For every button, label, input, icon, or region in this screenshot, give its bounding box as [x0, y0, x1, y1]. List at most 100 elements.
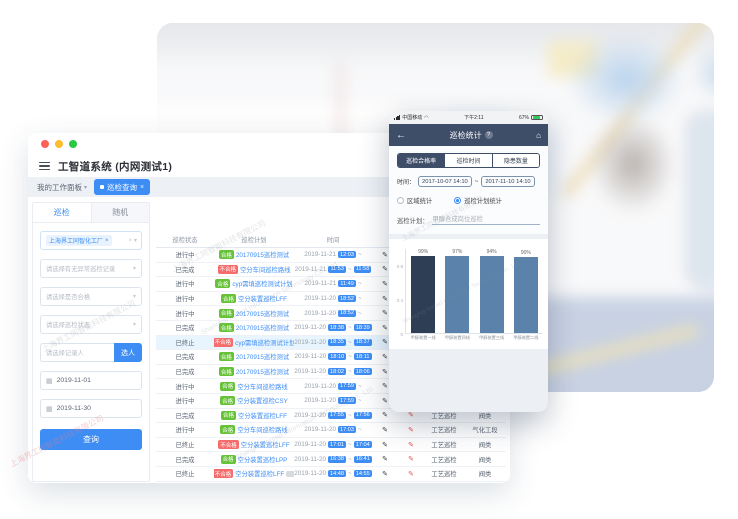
bar[interactable]	[513, 256, 538, 333]
edit-icon[interactable]: ✎	[382, 456, 388, 464]
edit-icon[interactable]: ✎	[382, 266, 388, 274]
plan-link[interactable]: 空分装置巡检LFF	[238, 296, 287, 304]
pick-person-button[interactable]: 选人	[114, 343, 142, 362]
edit-icon[interactable]: ✎	[382, 251, 388, 259]
tag-close-icon[interactable]: ×	[105, 237, 109, 244]
plan-value-input[interactable]: 甲醇合成岗位巡检	[432, 214, 540, 225]
edit-icon[interactable]: ✎	[382, 324, 388, 332]
date-from-input[interactable]: ▦ 2019-11-01	[40, 371, 142, 390]
tab-inspect-time[interactable]: 巡检时间	[444, 154, 492, 167]
edit-icon[interactable]: ✎	[382, 295, 388, 303]
help-icon[interactable]: ?	[484, 131, 493, 139]
plan-link[interactable]: cyp需填巡检测试计划	[235, 339, 294, 347]
status-time: 下午2:11	[464, 115, 484, 121]
plan-link[interactable]: 空分装置巡检LFF	[238, 412, 287, 420]
table-row[interactable]: 已终止 不合格 空分装置巡检LFF 2019-11-20 14:48 ~14:55 ✎ ✎ 工艺…	[156, 467, 506, 482]
edit-icon[interactable]: ✎	[382, 426, 388, 434]
cell-time: 2019-11-20 17:55 ~17:56	[294, 411, 372, 419]
cell-status: 进行中	[175, 383, 195, 391]
bar[interactable]	[445, 256, 470, 333]
plan-link[interactable]: 空分装置巡检LFF	[235, 471, 285, 479]
back-icon[interactable]: ←	[396, 129, 406, 141]
bar-group[interactable]: 94% 甲醇装置三线	[479, 249, 504, 340]
plan-link[interactable]: 20170915巡检测试	[235, 310, 290, 318]
status-select[interactable]: 请选择巡检状态 ▾	[40, 315, 142, 334]
plan-link[interactable]: 空分车间巡检路线	[237, 427, 288, 435]
edit-red-icon[interactable]: ✎	[408, 470, 414, 478]
company-select[interactable]: 上海界工同智化工厂 × × ▾	[40, 231, 142, 250]
sidebar-tab-random[interactable]: 随机	[90, 203, 149, 222]
plan-link[interactable]: 空分车间巡检路线	[240, 266, 291, 274]
tab-pass-rate[interactable]: 巡检合格率	[398, 154, 445, 167]
date-to-input[interactable]: ▦ 2019-11-30	[40, 399, 142, 418]
plan-link[interactable]: 20170915巡检测试	[235, 354, 290, 362]
abnormal-record-placeholder: 请选择有无异常巡检记录	[46, 266, 116, 273]
edit-icon[interactable]: ✎	[382, 441, 388, 449]
plan-link[interactable]: 20170915巡检测试	[235, 252, 290, 260]
plan-link[interactable]: 20170915巡检测试	[235, 325, 290, 333]
maximize-window-button[interactable]	[69, 140, 77, 148]
abnormal-record-select[interactable]: 请选择有无异常巡检记录 ▾	[40, 259, 142, 278]
cell-status: 已终止	[175, 339, 195, 347]
table-row[interactable]: 已完成 合格 空分装置巡检LFF 2019-11-20 17:55 ~17:56 ✎ ✎ 工艺巡…	[156, 409, 506, 424]
home-icon[interactable]: ⌂	[536, 130, 541, 140]
cell-status: 已完成	[175, 456, 195, 464]
bar[interactable]	[411, 256, 436, 333]
hamburger-menu-icon[interactable]	[39, 161, 50, 171]
company-select-icons: × ▾	[128, 237, 137, 245]
qualified-select[interactable]: 请选择是否合格 ▾	[40, 287, 142, 306]
sidebar-fields: 上海界工同智化工厂 × × ▾ 请选择有无异常巡检记录 ▾ 请选择是否合格	[33, 223, 149, 458]
edit-icon[interactable]: ✎	[382, 339, 388, 347]
edit-red-icon[interactable]: ✎	[408, 426, 414, 434]
edit-icon[interactable]: ✎	[382, 470, 388, 478]
minimize-window-button[interactable]	[55, 140, 63, 148]
plan-link[interactable]: 20170915巡检测试	[235, 369, 290, 377]
table-row[interactable]: 进行中 合格 空分车间巡检路线 2019-11-20 17:03 ~ ✎ ✎ 工艺巡检 气化工段	[156, 423, 506, 438]
tab-inspection-query[interactable]: 巡检查询 ×	[94, 179, 151, 195]
bar[interactable]	[479, 256, 504, 333]
sidebar-tab-inspection[interactable]: 巡检	[33, 203, 91, 222]
edit-red-icon[interactable]: ✎	[408, 456, 414, 464]
edit-red-icon[interactable]: ✎	[408, 441, 414, 449]
edit-icon[interactable]: ✎	[382, 280, 388, 288]
clear-icon[interactable]: ×	[128, 237, 132, 244]
table-row[interactable]: 已完成 合格 空分装置巡检LPP 2019-11-20 16:38 ~16:41 ✎ ✎ 工艺巡…	[156, 452, 506, 467]
edit-icon[interactable]: ✎	[382, 353, 388, 361]
bar-group[interactable]: 99% 甲醇装置一线	[411, 249, 436, 340]
plan-link[interactable]: 空分车间巡检路线	[237, 383, 288, 391]
search-button[interactable]: 查询	[40, 429, 142, 450]
close-window-button[interactable]	[41, 140, 49, 148]
cell-plan: 合格 20170915巡检测试	[214, 308, 294, 318]
bar-group[interactable]: 90% 甲醇装置二线	[513, 249, 538, 341]
edit-icon[interactable]: ✎	[382, 383, 388, 391]
table-row[interactable]: 已终止 不合格 空分装置巡检LFF 2019-11-20 17:01 ~17:04 ✎ ✎ 工艺…	[156, 438, 506, 453]
plan-link[interactable]: 空分装置巡检LFF	[240, 442, 290, 450]
bar-value-label: 90%	[520, 249, 531, 256]
edit-icon[interactable]: ✎	[382, 397, 388, 405]
time-to-input[interactable]: 2017-11-10 14:10	[481, 176, 535, 187]
recorder-input[interactable]: 请选择记录人	[40, 343, 114, 362]
close-icon[interactable]: ×	[140, 183, 145, 191]
edit-red-icon[interactable]: ✎	[408, 412, 414, 420]
edit-icon[interactable]: ✎	[382, 310, 388, 318]
edit-icon[interactable]: ✎	[382, 368, 388, 376]
plan-link[interactable]: cyp需填巡检测试计划	[232, 281, 293, 289]
bar-group[interactable]: 97% 甲醇装置四线	[445, 249, 470, 340]
plan-link[interactable]: 空分装置巡检CSY	[237, 398, 288, 406]
tab-workspace[interactable]: 我的工作面板 ▾	[37, 182, 87, 193]
app-header: 工智道系统 (内网测试1)	[28, 155, 510, 177]
radio-plan-stats[interactable]: 巡检计划统计	[454, 196, 502, 205]
phone-mockup: 中国移动 ◠ 下午2:11 67% ← 巡检统计 ? ⌂ 巡检合格率 巡检时间 …	[389, 111, 548, 412]
plan-link[interactable]: 空分装置巡检LPP	[237, 456, 288, 464]
sidebar-tabs: 巡检 随机	[33, 203, 149, 223]
time-from-input[interactable]: 2017-10-07 14:10	[418, 176, 472, 187]
edit-icon[interactable]: ✎	[382, 412, 388, 420]
radio-area-stats[interactable]: 区域统计	[397, 196, 432, 205]
tab-hazard-count[interactable]: 隐患数量	[491, 154, 539, 167]
